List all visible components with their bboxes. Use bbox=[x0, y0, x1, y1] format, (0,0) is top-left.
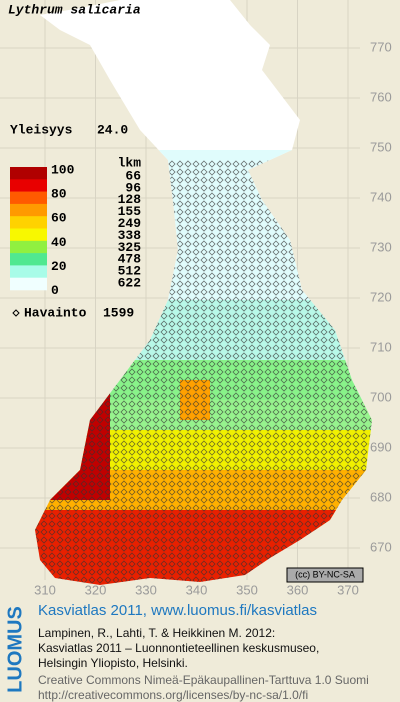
legend-swatch bbox=[10, 228, 47, 242]
species-title: Lythrum salicaria bbox=[8, 2, 141, 17]
northing-label: 720 bbox=[370, 289, 392, 304]
northing-label: 730 bbox=[370, 239, 392, 254]
northing-label: 680 bbox=[370, 489, 392, 504]
northing-label: 700 bbox=[370, 389, 392, 404]
legend-count: 128 bbox=[118, 192, 142, 207]
northing-label: 670 bbox=[370, 539, 392, 554]
legend-count: 155 bbox=[118, 204, 142, 219]
northing-label: 750 bbox=[370, 139, 392, 154]
legend-scale-label: 80 bbox=[51, 187, 67, 202]
legend-count-header: lkm bbox=[118, 155, 142, 170]
legend-swatch bbox=[10, 203, 47, 217]
legend-swatch bbox=[10, 216, 47, 229]
northing-label: 770 bbox=[370, 39, 392, 54]
legend-swatch bbox=[10, 191, 47, 205]
legend-count: 512 bbox=[118, 264, 142, 279]
easting-label: 310 bbox=[34, 582, 56, 597]
observation-label: Havainto bbox=[24, 305, 87, 320]
easting-label: 330 bbox=[135, 582, 157, 597]
citation-line: Helsingin Yliopisto, Helsinki. bbox=[38, 656, 188, 670]
legend-swatch bbox=[10, 167, 47, 180]
legend-scale-label: 40 bbox=[51, 235, 67, 250]
legend-swatch bbox=[10, 265, 47, 278]
legend-count: 249 bbox=[118, 216, 142, 231]
easting-label: 370 bbox=[337, 582, 359, 597]
license-badge-text: (cc) BY-NC-SA bbox=[295, 569, 355, 579]
northing-label: 690 bbox=[370, 439, 392, 454]
easting-label: 340 bbox=[186, 582, 208, 597]
frequency-value: 24.0 bbox=[97, 122, 128, 137]
legend-swatch bbox=[10, 179, 47, 192]
legend-count: 66 bbox=[125, 168, 141, 183]
citation-line: Lampinen, R., Lahti, T. & Heikkinen M. 2… bbox=[38, 626, 276, 640]
logo-text: LUOMUS bbox=[4, 606, 27, 693]
northing-label: 710 bbox=[370, 339, 392, 354]
atlas-link[interactable]: Kasviatlas 2011, www.luomus.fi/kasviatla… bbox=[38, 602, 318, 619]
legend-swatch bbox=[10, 253, 47, 266]
legend-swatch bbox=[10, 240, 47, 254]
easting-label: 350 bbox=[236, 582, 258, 597]
legend-count: 325 bbox=[118, 240, 142, 255]
logo: LUOMUS bbox=[2, 600, 32, 700]
citation-line: Kasviatlas 2011 – Luonnontieteellinen ke… bbox=[38, 641, 320, 655]
observation-count: 1599 bbox=[103, 305, 134, 320]
license-line: Creative Commons Nimeä-Epäkaupallinen-Ta… bbox=[38, 673, 369, 687]
legend: 100 80 60 40 20 0 lkm6696128155249338325478512… bbox=[10, 155, 141, 298]
map-land bbox=[35, 0, 372, 585]
license-badge bbox=[286, 567, 364, 583]
legend-count: 96 bbox=[125, 180, 141, 195]
frequency-label: Yleisyys bbox=[10, 122, 73, 137]
legend-scale-label: 20 bbox=[51, 259, 67, 274]
easting-label: 360 bbox=[287, 582, 309, 597]
northing-label: 740 bbox=[370, 189, 392, 204]
legend-swatch bbox=[10, 277, 47, 291]
legend-count: 622 bbox=[118, 276, 142, 291]
legend-scale-label: 100 bbox=[51, 162, 75, 177]
observation-symbol bbox=[12, 309, 20, 317]
easting-label: 320 bbox=[85, 582, 107, 597]
map: 100 80 60 40 20 0 lkm6696128155249338325478512… bbox=[0, 0, 392, 597]
legend-count: 338 bbox=[118, 228, 142, 243]
northing-label: 760 bbox=[370, 89, 392, 104]
license-line[interactable]: http://creativecommons.org/licenses/by-n… bbox=[38, 688, 309, 702]
legend-scale-label: 0 bbox=[51, 283, 59, 298]
legend-scale-label: 60 bbox=[51, 211, 67, 226]
legend-count: 478 bbox=[118, 252, 142, 267]
